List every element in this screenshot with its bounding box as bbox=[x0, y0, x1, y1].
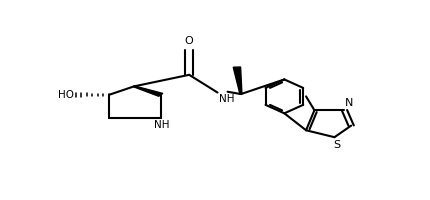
Text: NH: NH bbox=[218, 94, 233, 104]
Text: N: N bbox=[344, 98, 353, 108]
Text: NH: NH bbox=[154, 120, 169, 130]
Polygon shape bbox=[233, 67, 241, 94]
Polygon shape bbox=[133, 86, 163, 96]
Text: HO: HO bbox=[58, 90, 74, 100]
Text: O: O bbox=[184, 36, 193, 46]
Text: S: S bbox=[333, 140, 340, 150]
